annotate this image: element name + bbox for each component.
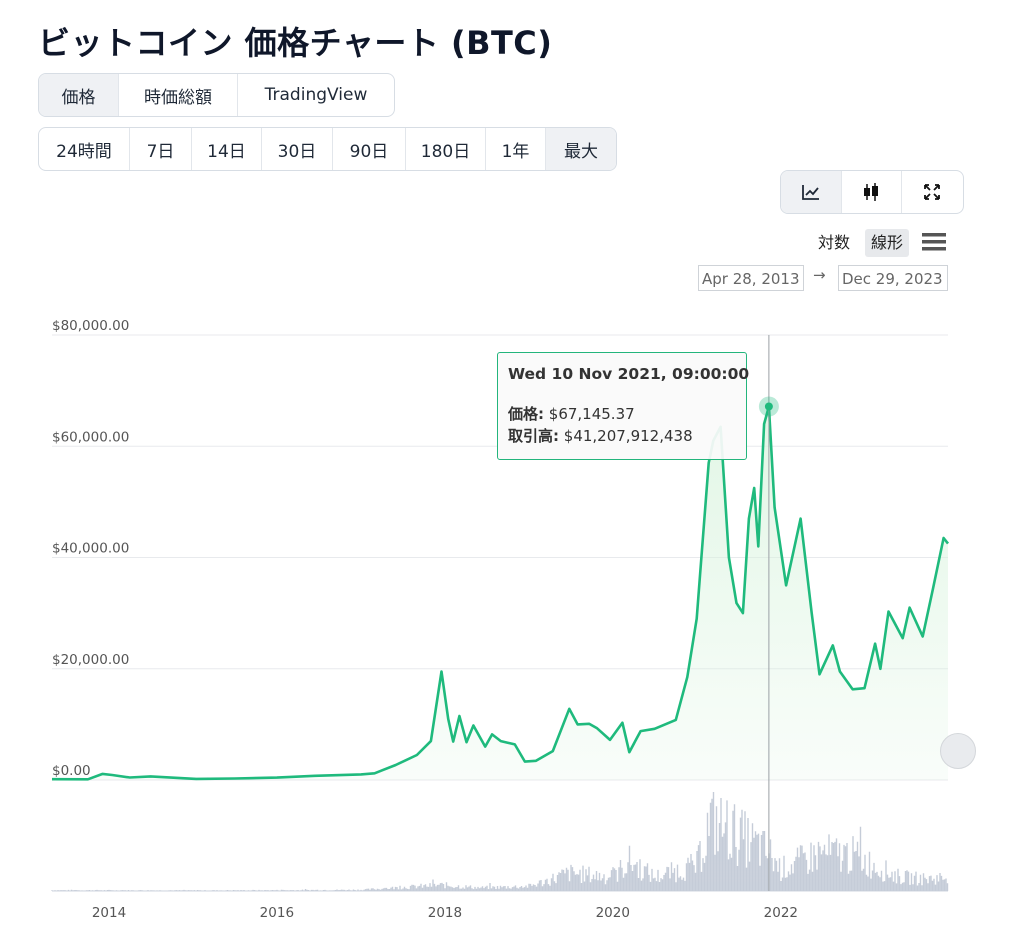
price-tooltip: Wed 10 Nov 2021, 09:00:00 価格: $67,145.37…: [497, 352, 750, 460]
tab-market-cap[interactable]: 時価総額: [119, 74, 238, 116]
candlestick-icon: [864, 183, 879, 201]
x-tick-label: 2022: [764, 905, 798, 921]
date-from-input[interactable]: Apr 28, 2013: [698, 265, 804, 291]
navigator-handle[interactable]: [940, 733, 976, 769]
y-axis: $0.00 $20,000.00 $40,000.00 $60,000.00 $80,0…: [52, 318, 129, 779]
y-tick-label: $0.00: [52, 763, 91, 779]
price-line: [51, 405, 950, 781]
tooltip-date: Wed 10 Nov 2021, 09:00:00: [508, 365, 750, 383]
range-24h[interactable]: 24時間: [39, 128, 130, 170]
view-tabs: 価格 時価総額 TradingView: [38, 73, 395, 117]
scale-linear-toggle[interactable]: 線形: [865, 229, 910, 257]
scale-log-toggle[interactable]: 対数: [818, 233, 851, 252]
price-area: [52, 406, 948, 780]
date-to-input[interactable]: Dec 29, 2023: [838, 265, 948, 291]
x-tick-label: 2016: [260, 905, 294, 921]
tooltip-volume-row: 取引高: $41,207,912,438: [508, 425, 736, 447]
date-range-arrow: →: [813, 266, 826, 284]
chart-type-tabs: [780, 170, 964, 214]
x-tick-label: 2014: [92, 905, 126, 921]
x-tick-label: 2018: [428, 905, 462, 921]
y-tick-label: $60,000.00: [52, 429, 129, 445]
crosshair: [758, 335, 779, 891]
range-max[interactable]: 最大: [546, 128, 616, 170]
range-tabs: 24時間 7日 14日 30日 90日 180日 1年 最大: [38, 127, 617, 171]
tooltip-volume-value: $41,207,912,438: [563, 427, 693, 445]
range-30d[interactable]: 30日: [262, 128, 333, 170]
highlight-point: [764, 402, 773, 411]
tooltip-price-row: 価格: $67,145.37: [508, 403, 736, 425]
tooltip-price-label: 価格:: [508, 405, 544, 423]
tab-tradingview[interactable]: TradingView: [264, 85, 368, 105]
volume-series: [51, 792, 949, 891]
menu-icon[interactable]: [922, 231, 946, 253]
price-series: [51, 405, 950, 781]
line-chart-button[interactable]: [781, 171, 842, 213]
x-axis: 2014 2016 2018 2020 2022: [92, 905, 798, 921]
x-tick-label: 2020: [596, 905, 630, 921]
price-area-fill: [52, 406, 948, 780]
page-title: ビットコイン 価格チャート (BTC): [38, 24, 553, 62]
y-tick-label: $20,000.00: [52, 652, 129, 668]
range-90d[interactable]: 90日: [333, 128, 406, 170]
tab-price[interactable]: 価格: [39, 74, 119, 116]
range-1y[interactable]: 1年: [486, 128, 546, 170]
tooltip-price-value: $67,145.37: [548, 405, 635, 423]
range-180d[interactable]: 180日: [406, 128, 486, 170]
volume-bars: [51, 792, 949, 891]
expand-button[interactable]: [902, 171, 963, 213]
y-tick-label: $40,000.00: [52, 541, 129, 557]
tooltip-volume-label: 取引高:: [508, 427, 559, 445]
line-chart-icon: [801, 185, 819, 200]
y-tick-label: $80,000.00: [52, 318, 129, 334]
candlestick-button[interactable]: [842, 171, 903, 213]
price-chart[interactable]: $0.00 $20,000.00 $40,000.00 $60,000.00 $80,0…: [0, 300, 1024, 938]
range-14d[interactable]: 14日: [192, 128, 262, 170]
expand-icon: [924, 184, 941, 200]
range-7d[interactable]: 7日: [130, 128, 192, 170]
